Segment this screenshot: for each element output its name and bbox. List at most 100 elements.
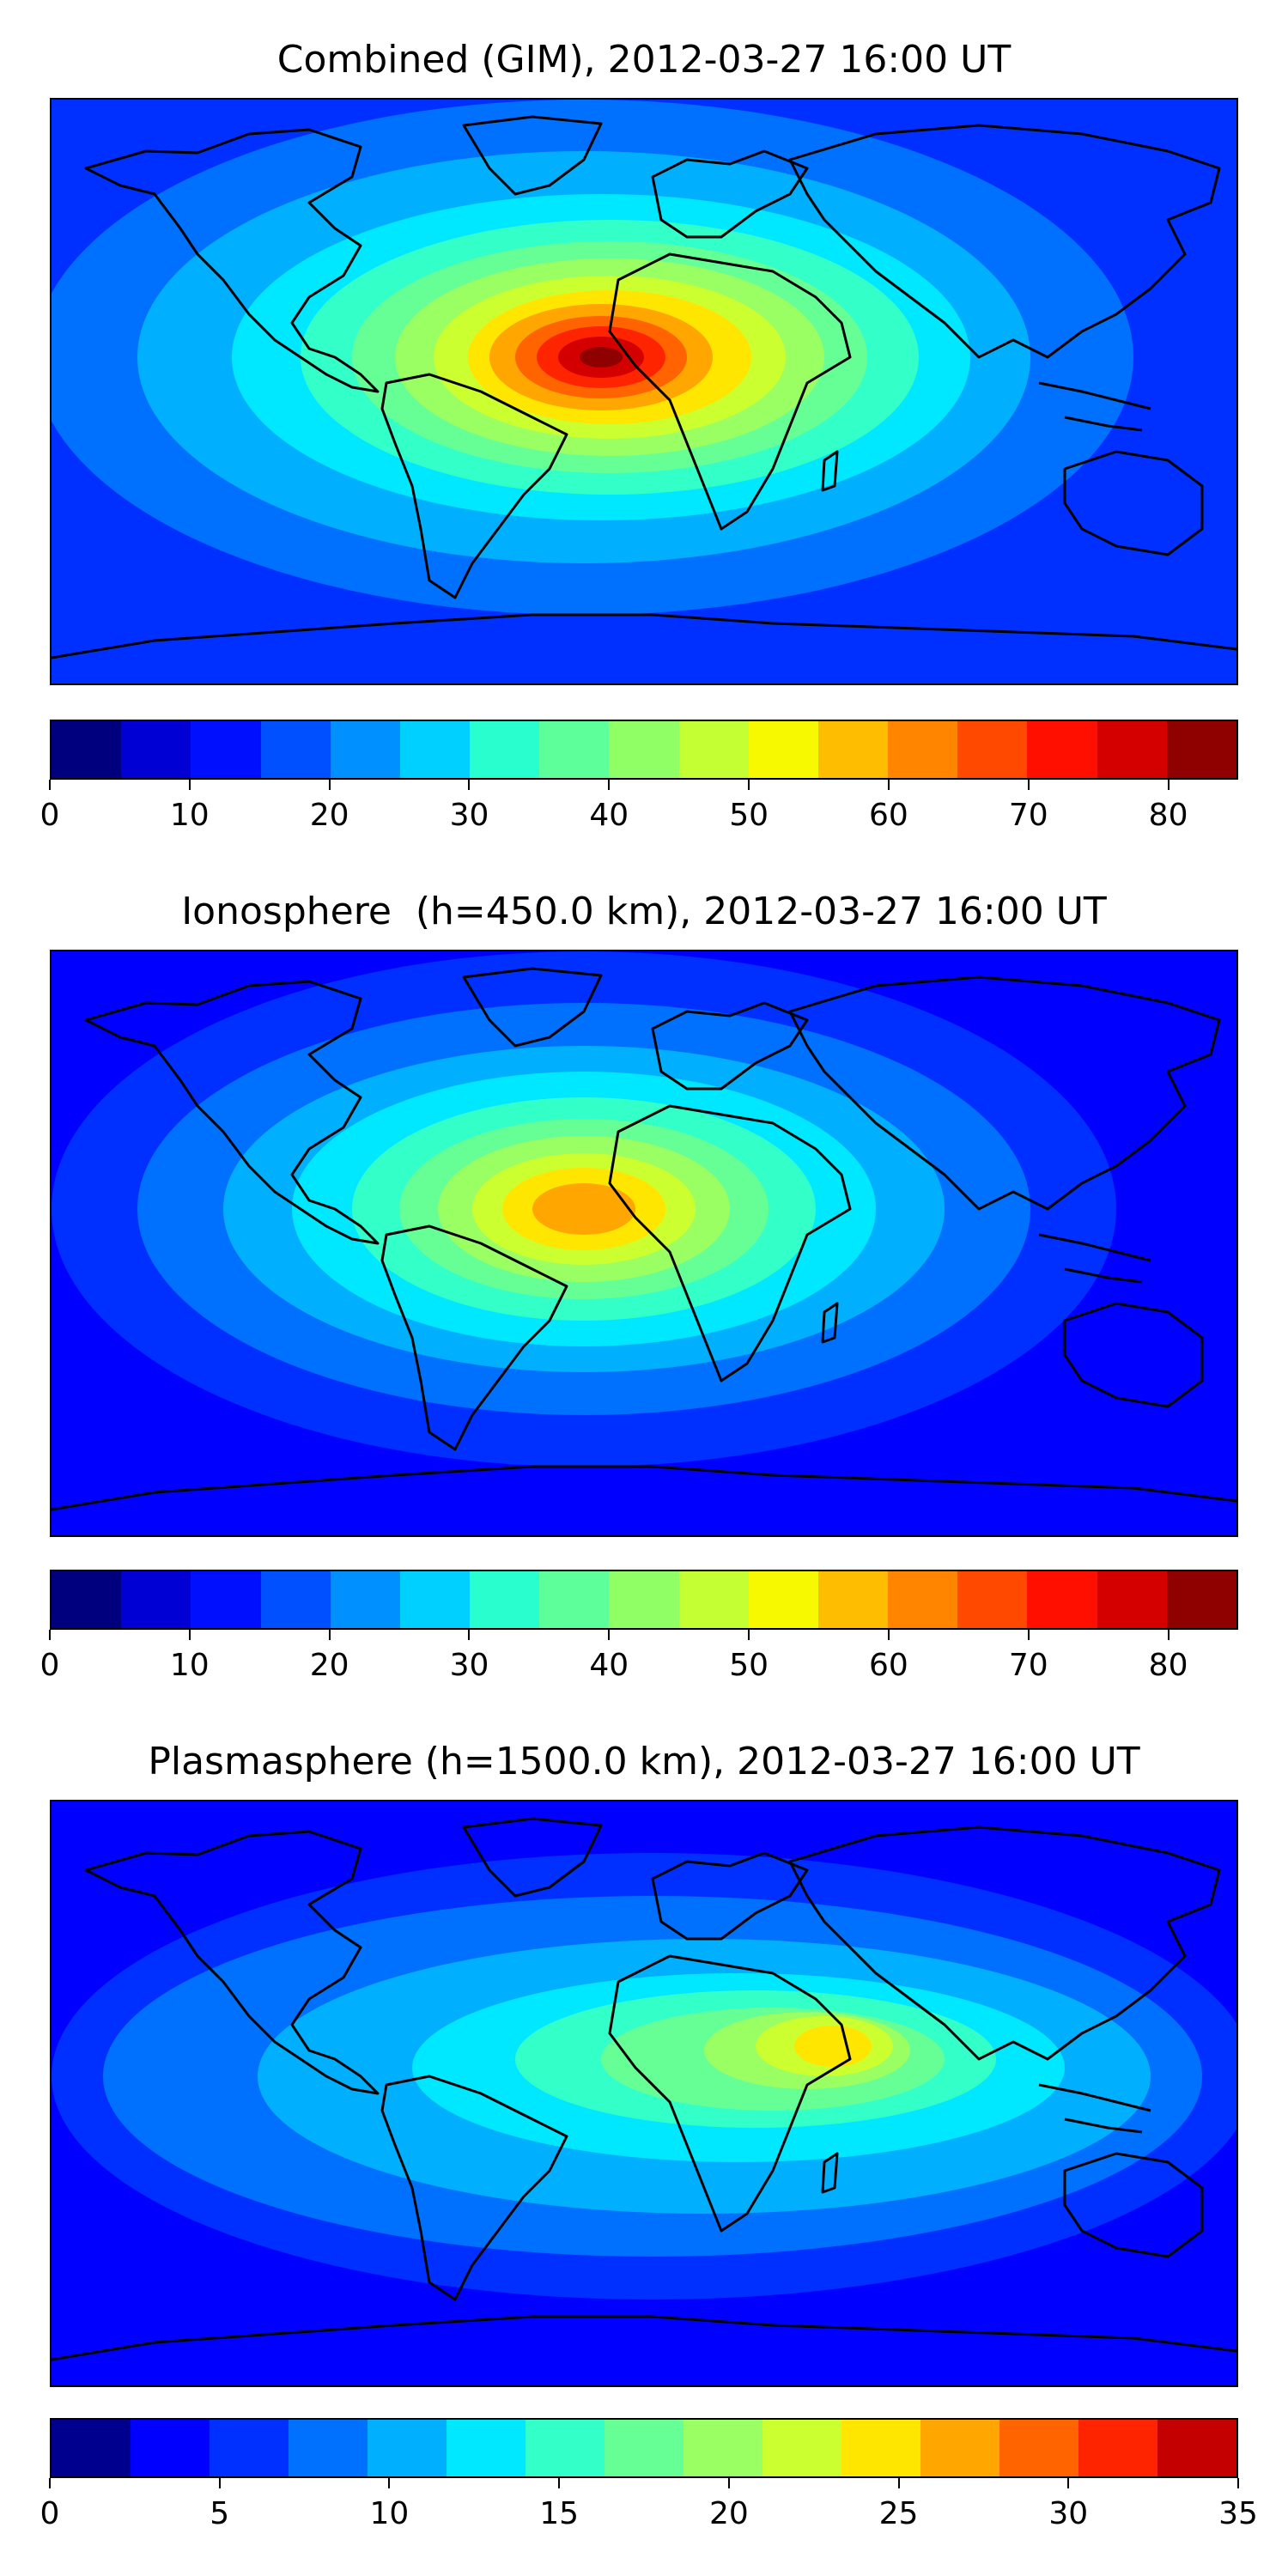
colorbar-swatch (957, 721, 1028, 778)
colorbar-swatch (1157, 2420, 1236, 2476)
colorbar-tick-label: 25 (878, 2496, 919, 2531)
colorbar-swatch (210, 2420, 289, 2476)
colorbar-tick-label: 80 (1148, 798, 1188, 833)
colorbar-swatch (121, 721, 191, 778)
colorbar-tick-label: 20 (309, 798, 349, 833)
colorbar-tick-label: 30 (449, 1648, 489, 1683)
colorbar-swatch (1097, 721, 1167, 778)
colorbar-tick-mark (188, 780, 191, 790)
map-ionosphere (50, 950, 1238, 1537)
colorbar-swatch (191, 721, 261, 778)
colorbar-tick-label: 20 (309, 1648, 349, 1683)
colorbar-swatch (539, 721, 610, 778)
colorbar-swatch (1166, 721, 1236, 778)
colorbar-tick-label: 10 (169, 798, 210, 833)
colorbar-plasmasphere (50, 2418, 1238, 2478)
colorbar-swatch (609, 1571, 679, 1628)
colorbar-swatch (817, 721, 889, 778)
colorbar-swatch (52, 1571, 122, 1628)
colorbar-swatch (131, 2420, 210, 2476)
colorbar-swatch (748, 1571, 818, 1628)
colorbar-swatch (470, 1571, 540, 1628)
panel-title-ionosphere: Ionosphere (h=450.0 km), 2012-03-27 16:0… (181, 890, 1107, 933)
colorbar-combined (50, 720, 1238, 780)
colorbar-tick-mark (558, 2478, 561, 2488)
colorbar-tick-mark (468, 780, 471, 790)
colorbar-tick-label: 40 (589, 798, 629, 833)
colorbar-tick-mark (328, 780, 331, 790)
colorbar-swatch (52, 721, 122, 778)
colorbar-tick-label: 0 (39, 2496, 60, 2531)
colorbar-tick-label: 40 (589, 1648, 629, 1683)
colorbar-swatch (121, 1571, 191, 1628)
colorbar-swatch (330, 1571, 400, 1628)
colorbar-swatch (399, 1571, 471, 1628)
colorbar-swatch (609, 721, 679, 778)
colorbar-tick-label: 50 (729, 1648, 769, 1683)
map-plasmasphere (50, 1800, 1238, 2387)
colorbar-tick-mark (887, 1630, 890, 1640)
colorbar-swatch (1027, 1571, 1097, 1628)
colorbar-swatch (920, 2420, 999, 2476)
colorbar-tick-label: 30 (1048, 2496, 1089, 2531)
colorbar-swatch (817, 1571, 889, 1628)
colorbar-swatch (841, 2420, 920, 2476)
colorbar-swatch (683, 2420, 762, 2476)
colorbar-tick-mark (49, 1630, 51, 1640)
colorbar-swatch (399, 721, 471, 778)
colorbar-swatch (1097, 1571, 1167, 1628)
colorbar-swatch (260, 1571, 331, 1628)
colorbar-tick-label: 50 (729, 798, 769, 833)
colorbar-swatch (678, 1571, 749, 1628)
colorbar-swatch (368, 2420, 447, 2476)
colorbar-tick-mark (727, 2478, 730, 2488)
colorbar-swatch (605, 2420, 683, 2476)
colorbar-tick-mark (608, 1630, 611, 1640)
colorbar-swatch (330, 721, 400, 778)
colorbar-tick-label: 15 (539, 2496, 580, 2531)
colorbar-swatch (52, 2420, 131, 2476)
colorbar-swatch (957, 1571, 1028, 1628)
colorbar-swatch (191, 1571, 261, 1628)
colorbar-tick-mark (388, 2478, 391, 2488)
colorbar-swatch (526, 2420, 605, 2476)
colorbar-swatch (539, 1571, 610, 1628)
colorbar-swatch (888, 721, 958, 778)
colorbar-swatch (999, 2420, 1078, 2476)
colorbar-swatch (1078, 2420, 1157, 2476)
colorbar-ticks-ionosphere: 0 10 20 30 40 50 60 70 80 (40, 1630, 1238, 1683)
colorbar-tick-label: 60 (869, 1648, 908, 1683)
colorbar-swatch (1166, 1571, 1236, 1628)
colorbar-swatch (289, 2420, 368, 2476)
colorbar-swatch (762, 2420, 841, 2476)
colorbar-tick-mark (1237, 2478, 1239, 2488)
colorbar-swatch (888, 1571, 958, 1628)
colorbar-tick-label: 0 (39, 1648, 60, 1683)
colorbar-tick-mark (1067, 2478, 1070, 2488)
colorbar-tick-mark (897, 2478, 900, 2488)
colorbar-tick-label: 35 (1218, 2496, 1258, 2531)
colorbar-tick-mark (188, 1630, 191, 1640)
colorbar-tick-label: 20 (708, 2496, 749, 2531)
colorbar-tick-label: 70 (1008, 798, 1048, 833)
panel-title-plasmasphere: Plasmasphere (h=1500.0 km), 2012-03-27 1… (148, 1740, 1140, 1783)
colorbar-tick-label: 10 (369, 2496, 410, 2531)
colorbar-tick-label: 5 (210, 2496, 230, 2531)
colorbar-tick-mark (49, 780, 51, 790)
colorbar-tick-label: 30 (449, 798, 489, 833)
colorbar-swatch (447, 2420, 526, 2476)
colorbar-tick-mark (1027, 780, 1030, 790)
colorbar-tick-label: 10 (169, 1648, 210, 1683)
colorbar-swatch (678, 721, 749, 778)
panel-title-combined: Combined (GIM), 2012-03-27 16:00 UT (276, 38, 1012, 82)
colorbar-tick-mark (748, 1630, 750, 1640)
colorbar-ionosphere (50, 1570, 1238, 1630)
colorbar-tick-mark (1167, 1630, 1170, 1640)
colorbar-ticks-combined: 0 10 20 30 40 50 60 70 80 (40, 780, 1238, 833)
colorbar-tick-mark (748, 780, 750, 790)
colorbar-swatch (260, 721, 331, 778)
colorbar-tick-mark (328, 1630, 331, 1640)
colorbar-tick-mark (1167, 780, 1170, 790)
colorbar-tick-mark (887, 780, 890, 790)
colorbar-tick-label: 0 (39, 798, 60, 833)
